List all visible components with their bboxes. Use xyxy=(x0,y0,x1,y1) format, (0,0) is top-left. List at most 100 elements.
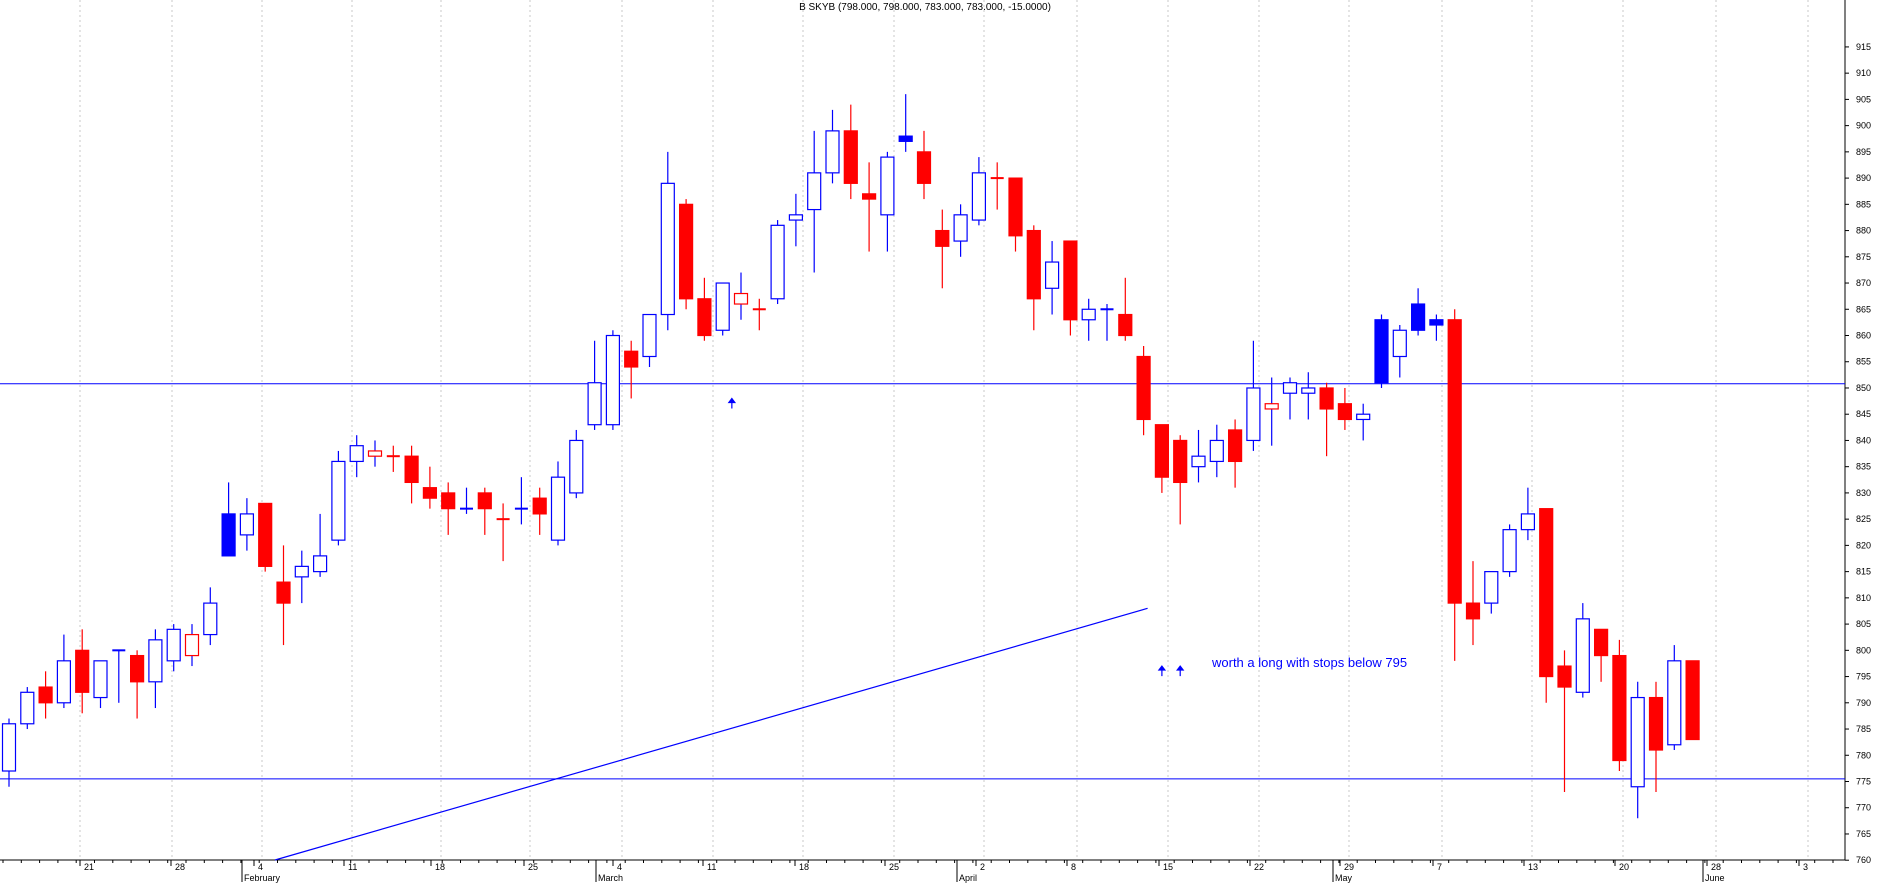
candle-body xyxy=(1173,439,1188,484)
candle-body xyxy=(1374,319,1389,384)
candle-body xyxy=(1209,439,1224,463)
x-day-label: 13 xyxy=(1528,862,1538,872)
candle-body xyxy=(1557,665,1572,688)
candle-body xyxy=(166,628,181,662)
candle-body xyxy=(569,439,584,494)
candle-body xyxy=(1063,240,1078,321)
candle-body xyxy=(1502,529,1517,573)
y-tick-label: 850 xyxy=(1856,383,1871,393)
y-tick-label: 810 xyxy=(1856,593,1871,603)
x-day-label: 7 xyxy=(1437,862,1442,872)
y-tick-label: 815 xyxy=(1856,567,1871,577)
candle-body xyxy=(56,660,72,704)
candle-body xyxy=(898,135,913,142)
x-day-label: 3 xyxy=(1803,862,1808,872)
y-tick-label: 795 xyxy=(1856,672,1871,682)
up-arrow-icon xyxy=(1157,665,1167,677)
y-tick-label: 875 xyxy=(1856,252,1871,262)
candle-body xyxy=(20,691,35,725)
x-month-label: March xyxy=(598,873,623,883)
trendline xyxy=(274,607,1148,861)
candle-body xyxy=(294,565,309,578)
y-tick-label: 790 xyxy=(1856,698,1871,708)
candle-body xyxy=(276,581,291,604)
x-day-label: 18 xyxy=(435,862,445,872)
y-tick-label: 885 xyxy=(1856,199,1871,209)
candle-body xyxy=(953,214,968,242)
candle-body xyxy=(38,686,53,704)
x-day-label: 20 xyxy=(1619,862,1629,872)
x-day-label: 28 xyxy=(175,862,185,872)
y-tick-label: 900 xyxy=(1856,121,1871,131)
candle-body xyxy=(715,282,730,331)
candle-body xyxy=(624,350,639,368)
y-tick-label: 805 xyxy=(1856,619,1871,629)
candle-body xyxy=(825,130,840,174)
x-month-label: April xyxy=(959,873,977,883)
x-day-label: 28 xyxy=(1711,862,1721,872)
candle-body xyxy=(313,555,328,573)
x-day-label: 18 xyxy=(799,862,809,872)
candle-body xyxy=(1282,382,1298,394)
candle-body xyxy=(788,214,804,221)
candle-body xyxy=(1337,403,1353,421)
candle-body xyxy=(1319,387,1334,410)
y-tick-label: 910 xyxy=(1856,68,1871,78)
candle-body xyxy=(93,660,108,699)
candle-body xyxy=(843,130,858,184)
x-month-label: June xyxy=(1705,873,1725,883)
y-tick-label: 895 xyxy=(1856,147,1871,157)
y-tick-label: 765 xyxy=(1856,829,1871,839)
candle-body xyxy=(935,229,950,247)
candle-body xyxy=(1539,508,1554,678)
up-arrow-icon xyxy=(1176,665,1185,677)
candle-body xyxy=(678,203,694,300)
x-month-label: May xyxy=(1335,873,1353,883)
chart-title: B SKYB (798.000, 798.000, 783.000, 783.0… xyxy=(799,2,1051,13)
y-tick-label: 760 xyxy=(1856,855,1871,865)
candle-body xyxy=(130,654,145,683)
candle-body xyxy=(550,476,566,541)
candle-body xyxy=(1044,261,1060,289)
x-day-label: 25 xyxy=(889,862,899,872)
candle-body xyxy=(1465,602,1481,620)
candle-body xyxy=(349,445,364,463)
candle-body xyxy=(587,382,602,426)
candle-body xyxy=(1246,387,1261,442)
candle-body xyxy=(861,193,877,200)
x-day-label: 29 xyxy=(1344,862,1354,872)
candle-body xyxy=(422,487,437,499)
y-tick-label: 840 xyxy=(1856,435,1871,445)
y-tick-label: 800 xyxy=(1856,645,1871,655)
candle-body xyxy=(404,455,419,484)
x-day-label: 2 xyxy=(980,862,985,872)
y-tick-label: 820 xyxy=(1856,540,1871,550)
candle-body xyxy=(1154,424,1170,478)
candle-body xyxy=(807,172,822,211)
candle-body xyxy=(1118,313,1133,337)
x-day-label: 15 xyxy=(1163,862,1173,872)
candles xyxy=(1,94,1700,819)
candle-body xyxy=(1667,660,1682,746)
y-tick-label: 890 xyxy=(1856,173,1871,183)
candle-body xyxy=(1685,660,1700,741)
candle-body xyxy=(331,460,346,541)
candle-body xyxy=(477,492,492,510)
candle-body xyxy=(367,450,383,457)
candle-body xyxy=(1227,429,1243,463)
candle-body xyxy=(258,502,273,567)
candle-body xyxy=(1630,696,1645,788)
y-tick-label: 870 xyxy=(1856,278,1871,288)
y-tick-label: 905 xyxy=(1856,94,1871,104)
x-day-label: 22 xyxy=(1254,862,1264,872)
candle-body xyxy=(1648,696,1664,751)
candle-body xyxy=(184,633,200,657)
y-tick-label: 830 xyxy=(1856,488,1871,498)
candle-body xyxy=(1484,571,1499,604)
y-tick-label: 880 xyxy=(1856,226,1871,236)
x-day-label: 8 xyxy=(1071,862,1076,872)
candle-body xyxy=(971,172,987,221)
